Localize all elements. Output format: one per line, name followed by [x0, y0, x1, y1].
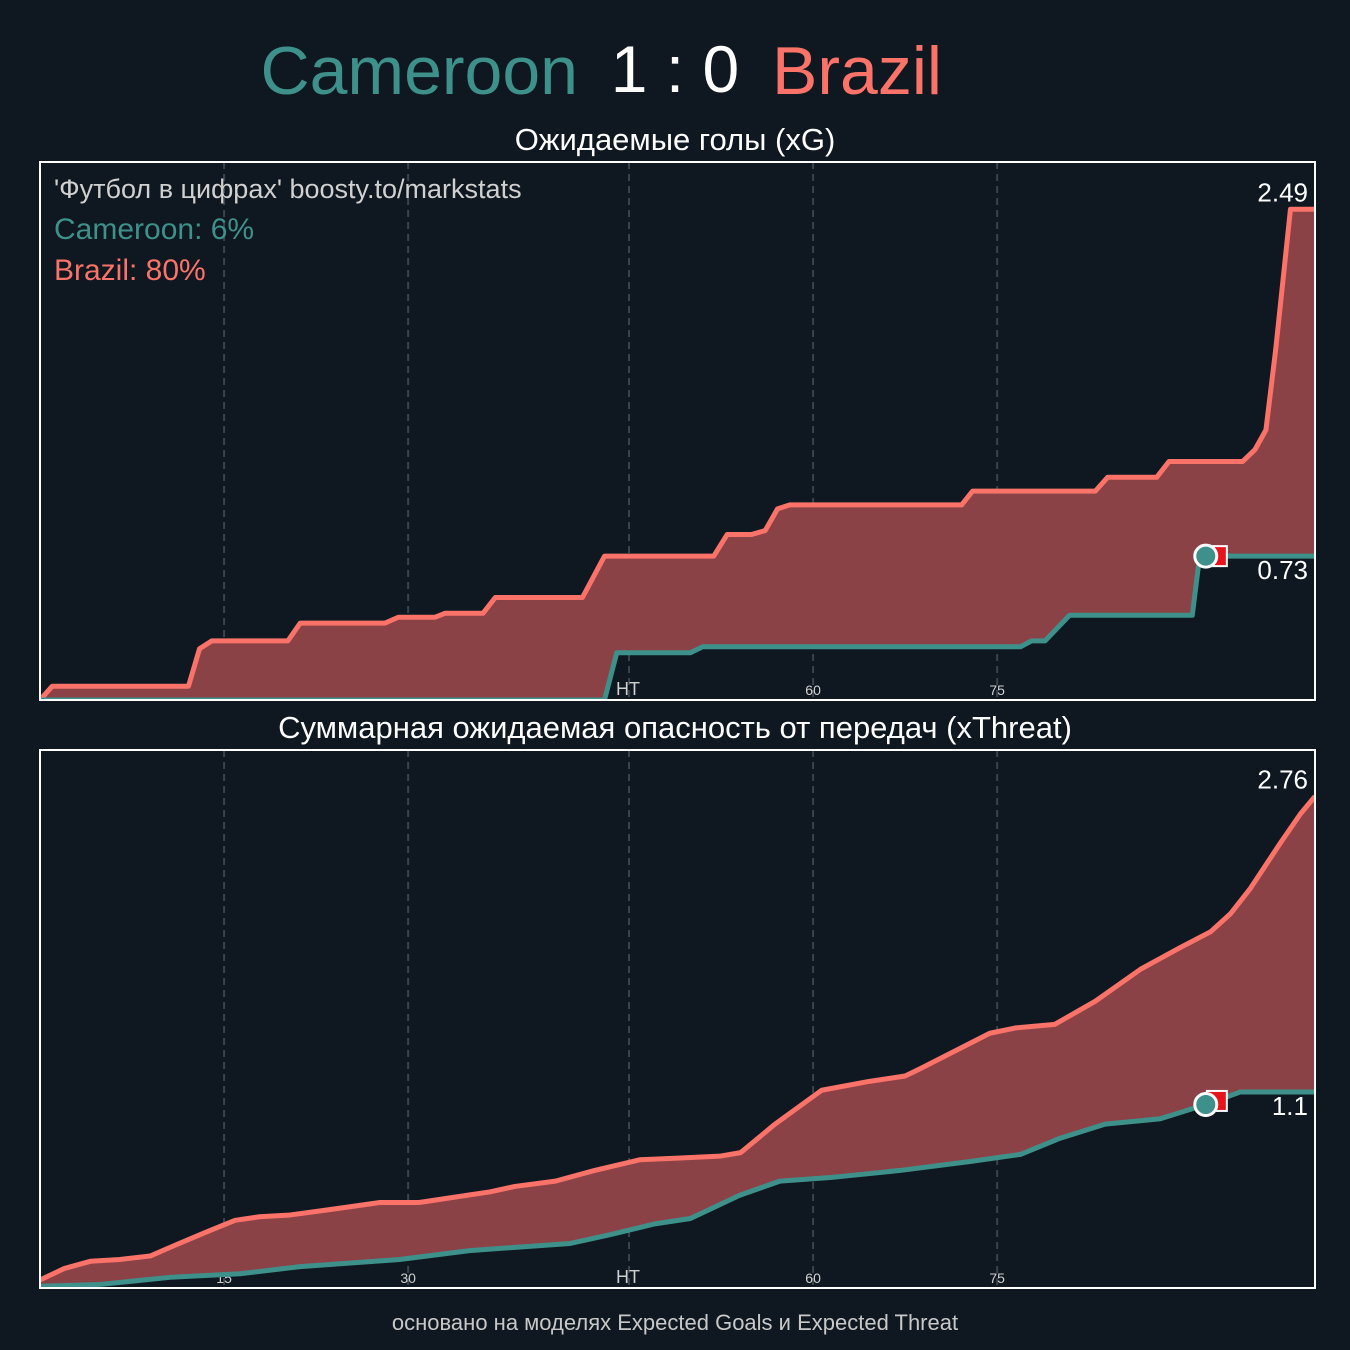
series-line: [40, 794, 1315, 1283]
end-label: 0.73: [1257, 555, 1308, 585]
x-tick-label: 60: [805, 682, 821, 698]
series-line: [40, 1089, 1315, 1288]
chart-title: Ожидаемые голы (xG): [515, 122, 836, 157]
chart-title: Суммарная ожидаемая опасность от передач…: [278, 710, 1072, 745]
gap-area: [40, 796, 1315, 1287]
annotation: Cameroon: 6%: [54, 213, 254, 246]
annotation: Brazil: 80%: [54, 254, 206, 287]
annotation: 'Футбол в цифрах' boosty.to/markstats: [54, 174, 522, 204]
series-line: [40, 206, 1315, 700]
goal-marker: [1193, 1092, 1219, 1118]
home-team: Cameroon: [261, 33, 579, 109]
plot-frame: [39, 161, 1316, 701]
x-tick-label: 75: [989, 1270, 1005, 1286]
x-tick-label: 30: [400, 1270, 416, 1286]
series-line: [40, 553, 1315, 700]
gap-area: [40, 209, 1315, 700]
x-tick-label: HT: [616, 679, 640, 699]
x-tick-label: 75: [989, 682, 1005, 698]
x-tick-label: HT: [616, 1267, 640, 1287]
end-label: 2.76: [1257, 764, 1308, 794]
end-label: 1.1: [1272, 1091, 1308, 1121]
x-tick-label: 60: [805, 1270, 821, 1286]
plot-frame: [39, 749, 1316, 1289]
end-label: 2.49: [1257, 177, 1308, 207]
away-team: Brazil: [772, 33, 942, 109]
goal-marker: [1193, 543, 1219, 569]
score: 1 : 0: [611, 32, 739, 106]
footer: основано на моделях Expected Goals и Exp…: [392, 1310, 958, 1335]
